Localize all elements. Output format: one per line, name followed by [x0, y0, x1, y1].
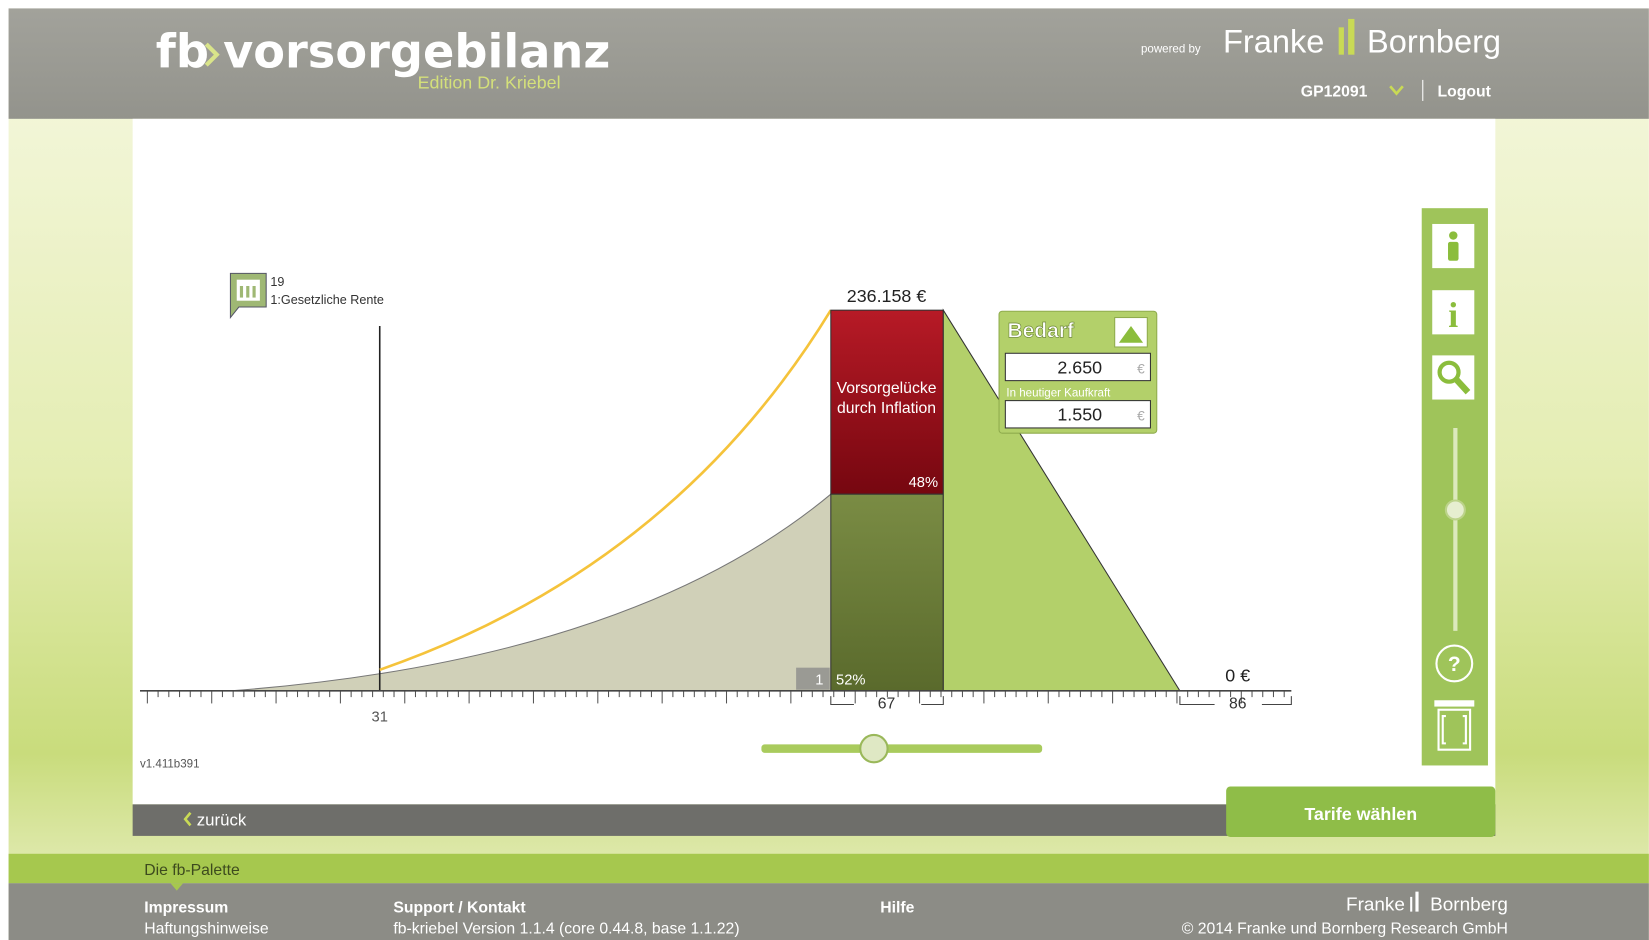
kaufkraft-label: In heutiger Kaufkraft	[1006, 387, 1111, 399]
bedarf-value: 2.650	[1057, 357, 1102, 377]
footer-link[interactable]: Impressum	[144, 900, 228, 917]
kaufkraft-currency: €	[1137, 409, 1145, 424]
edition: Edition Dr. Kriebel	[418, 72, 561, 92]
person-button[interactable]	[1432, 224, 1474, 268]
covered-index: 1	[815, 672, 823, 688]
marker-pillar	[240, 286, 243, 298]
zoom-button[interactable]	[1432, 355, 1474, 399]
bedarf-currency: €	[1137, 361, 1145, 376]
footer-version: fb-kriebel Version 1.1.4 (core 0.44.8, b…	[393, 921, 739, 938]
end-value: 0 €	[1225, 665, 1250, 685]
gap-label: durch Inflation	[837, 400, 936, 417]
palette-label[interactable]: Die fb-Palette	[144, 862, 240, 879]
icon	[1449, 231, 1457, 239]
bedarf-title: Bedarf	[1007, 320, 1075, 343]
footer-link[interactable]: Haftungshinweise	[144, 921, 269, 938]
icon	[1434, 700, 1474, 706]
footer-brand-bar	[1410, 897, 1412, 912]
brand-bar	[1348, 19, 1354, 55]
marker-label: 1:Gesetzliche Rente	[270, 293, 384, 307]
time-slider-knob[interactable]	[860, 735, 887, 762]
app: fb vorsorgebilanz Edition Dr. Kriebel po…	[0, 0, 1649, 940]
covered-bar	[831, 494, 944, 691]
footer-brand-left: Franke	[1346, 895, 1405, 916]
body: fb vorsorgebilanz Edition Dr. Kriebel po…	[0, 0, 1649, 940]
start-age: 67	[878, 696, 896, 713]
kaufkraft-value: 1.550	[1057, 405, 1102, 425]
brand-bar	[1339, 27, 1344, 54]
covered-percent: 52%	[836, 672, 865, 688]
logo-prefix: fb	[156, 24, 209, 78]
version: v1.411b391	[140, 759, 200, 771]
gap-percent: 48%	[909, 475, 938, 491]
copyright: © 2014 Franke und Bornberg Research GmbH	[1182, 921, 1508, 938]
next-label[interactable]: Tarife wählen	[1304, 804, 1417, 824]
zoom-slider-knob[interactable]	[1446, 500, 1465, 519]
marker-pillar	[246, 286, 249, 298]
footer-link[interactable]: Hilfe	[880, 900, 914, 917]
logout[interactable]: Logout	[1437, 84, 1491, 101]
end-age: 86	[1229, 696, 1247, 713]
back-link[interactable]: zurück	[197, 810, 247, 829]
marker-pillar	[253, 286, 256, 298]
icon: i	[1448, 295, 1458, 335]
gap-label: Vorsorgelücke	[837, 380, 937, 397]
peak-label: 236.158 €	[847, 286, 927, 306]
brand-left: Franke	[1223, 23, 1324, 60]
axis-label: 31	[372, 709, 388, 725]
logo-name: vorsorgebilanz	[223, 24, 610, 78]
help-icon: ?	[1448, 653, 1461, 676]
footer-brand-right: Bornberg	[1430, 895, 1508, 916]
page: fb vorsorgebilanz {"header": {"logo_pref…	[0, 0, 1649, 940]
icon	[1448, 242, 1459, 261]
footer-brand-bar	[1415, 892, 1418, 912]
footer-link[interactable]: Support / Kontakt	[393, 900, 526, 917]
marker-number: 19	[270, 275, 284, 289]
powered-by: powered by	[1141, 44, 1201, 56]
palette-bar	[9, 854, 1649, 883]
user-id[interactable]: GP12091	[1301, 84, 1368, 101]
info-button[interactable]: i	[1432, 290, 1474, 335]
brand-right: Bornberg	[1367, 23, 1501, 60]
time-slider-track[interactable]	[761, 744, 1042, 752]
covered-index-box	[796, 668, 830, 690]
